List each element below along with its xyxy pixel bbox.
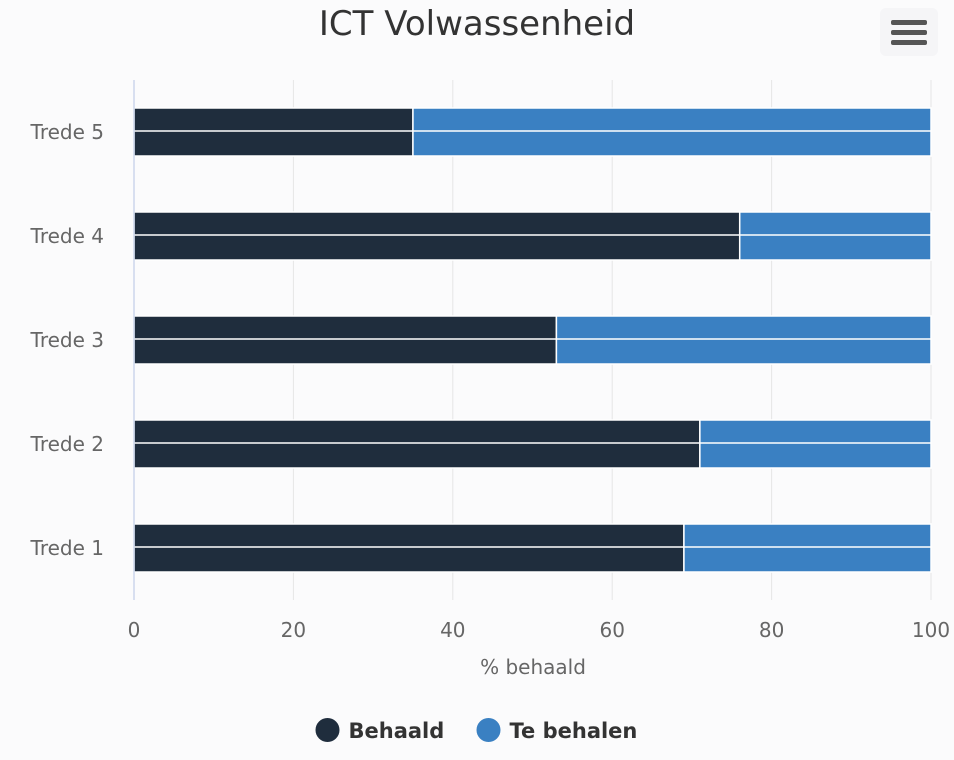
- bar-behaald[interactable]: [133, 419, 701, 469]
- y-category-label: Trede 3: [30, 328, 104, 352]
- y-category-label: Trede 4: [30, 224, 104, 248]
- bar-behaald[interactable]: [133, 211, 741, 261]
- legend-label[interactable]: Te behalen: [510, 719, 638, 743]
- x-tick-label: 100: [912, 618, 950, 642]
- bar-behaald[interactable]: [133, 107, 414, 157]
- bar-te-behalen[interactable]: [738, 211, 932, 261]
- legend-marker[interactable]: [315, 718, 340, 742]
- x-tick-label: 80: [759, 618, 784, 642]
- legend-item-behaald[interactable]: Behaald: [315, 718, 445, 743]
- y-category-label: Trede 1: [30, 536, 104, 560]
- legend-marker[interactable]: [476, 718, 501, 742]
- x-tick-label: 60: [599, 618, 624, 642]
- chart-title: ICT Volwassenheid: [319, 4, 635, 44]
- axes: 0 20 40 60 80 100 Trede 5 Trede 4 Trede 3 Trede 2…: [30, 80, 950, 642]
- bar-te-behalen[interactable]: [683, 523, 932, 573]
- legend-label[interactable]: Behaald: [349, 719, 445, 743]
- x-axis-title: % behaald: [480, 655, 586, 679]
- y-category-label: Trede 5: [30, 120, 104, 144]
- hamburger-icon[interactable]: [891, 20, 927, 45]
- x-tick-label: 40: [440, 618, 465, 642]
- bar-behaald[interactable]: [133, 523, 685, 573]
- bar-te-behalen[interactable]: [699, 419, 932, 469]
- bar-behaald[interactable]: [133, 315, 558, 365]
- chart-menu-button[interactable]: [880, 8, 938, 56]
- legend: Behaald Te behalen: [315, 718, 638, 743]
- y-category-label: Trede 2: [30, 432, 104, 456]
- x-tick-label: 20: [281, 618, 306, 642]
- bars: [133, 107, 932, 573]
- x-tick-label: 0: [128, 618, 141, 642]
- legend-item-te-behalen[interactable]: Te behalen: [476, 718, 638, 743]
- bar-te-behalen[interactable]: [412, 107, 932, 157]
- bar-te-behalen[interactable]: [555, 315, 932, 365]
